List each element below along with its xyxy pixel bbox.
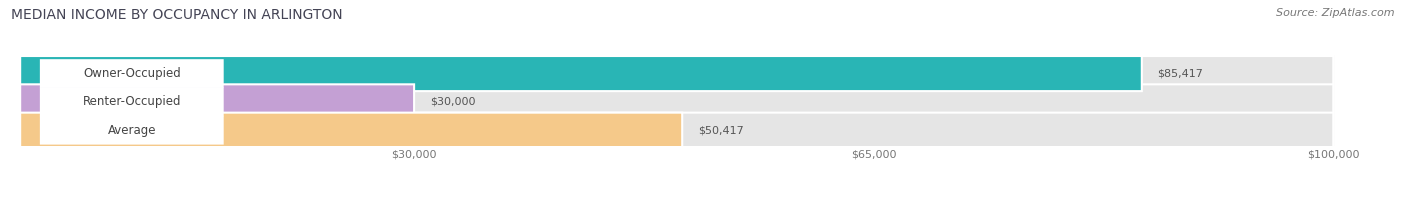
- FancyBboxPatch shape: [20, 84, 1333, 119]
- FancyBboxPatch shape: [20, 56, 1333, 91]
- FancyBboxPatch shape: [20, 84, 415, 119]
- Text: Average: Average: [107, 124, 156, 137]
- FancyBboxPatch shape: [20, 113, 1333, 148]
- FancyBboxPatch shape: [39, 59, 224, 88]
- Text: Source: ZipAtlas.com: Source: ZipAtlas.com: [1277, 8, 1395, 18]
- Text: MEDIAN INCOME BY OCCUPANCY IN ARLINGTON: MEDIAN INCOME BY OCCUPANCY IN ARLINGTON: [11, 8, 343, 22]
- Text: Renter-Occupied: Renter-Occupied: [83, 95, 181, 108]
- FancyBboxPatch shape: [20, 113, 682, 148]
- FancyBboxPatch shape: [39, 87, 224, 116]
- Text: $30,000: $30,000: [430, 97, 475, 107]
- Text: Owner-Occupied: Owner-Occupied: [83, 67, 180, 80]
- FancyBboxPatch shape: [39, 116, 224, 145]
- Text: $50,417: $50,417: [697, 125, 744, 135]
- FancyBboxPatch shape: [20, 56, 1142, 91]
- Text: $85,417: $85,417: [1157, 69, 1204, 79]
